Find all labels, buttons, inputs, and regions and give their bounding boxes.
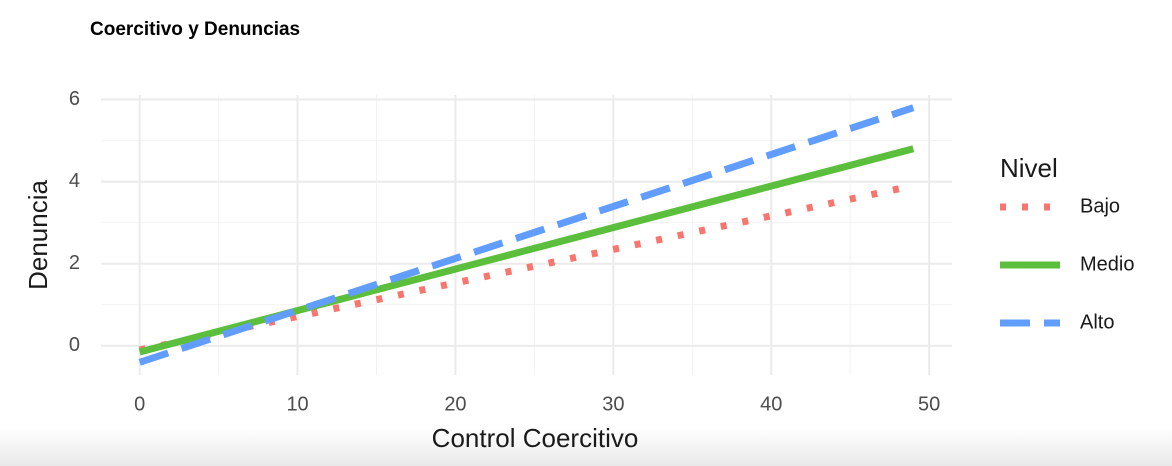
legend-title: Nivel [1000,153,1058,183]
line [138,104,915,366]
y-tick-label: 2 [69,252,80,274]
y-tick-label: 6 [69,88,80,110]
x-tick-label: 30 [602,393,624,415]
x-tick-label: 20 [444,393,466,415]
y-tick-label: 0 [69,334,80,356]
bottom-band [0,428,1172,466]
x-tick-label: 0 [134,393,145,415]
x-tick-label: 40 [760,393,782,415]
chart-title: Coercitivo y Denuncias [90,19,300,40]
legend-label: Bajo [1080,195,1120,217]
line [138,145,915,356]
legend-label: Medio [1080,253,1134,275]
x-tick-label: 50 [918,393,940,415]
x-tick-label: 10 [286,393,308,415]
y-axis-label: Denuncia [23,180,53,290]
line [138,182,915,354]
y-tick-label: 4 [69,170,80,192]
legend-label: Alto [1080,311,1114,333]
x-axis-label: Control Coercitivo [432,423,639,453]
